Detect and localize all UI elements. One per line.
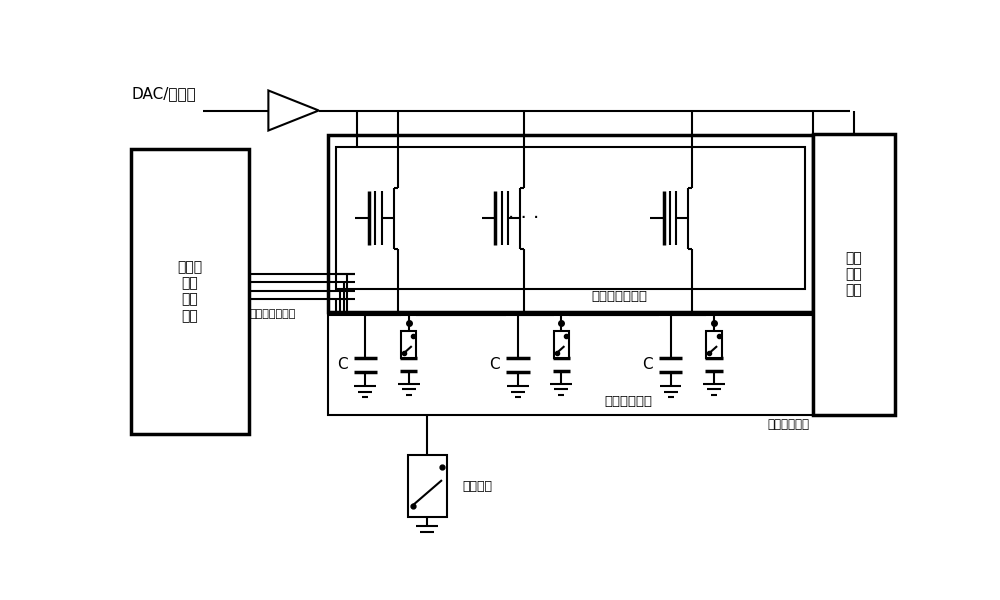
Text: 等比例时间信号: 等比例时间信号 [249,309,295,319]
Text: · · ·: · · · [509,209,540,228]
Text: 等比例
时间
产生
电路: 等比例 时间 产生 电路 [178,260,203,323]
Text: 闪存存储存模块: 闪存存储存模块 [591,290,647,303]
Text: C: C [489,357,500,372]
Bar [131,149,249,434]
Text: 读出
电路
模块: 读出 电路 模块 [846,251,862,298]
Bar [554,331,569,358]
Bar [706,331,722,358]
Text: C: C [337,357,347,372]
Bar [336,146,805,289]
Bar [813,134,895,415]
Bar [408,455,447,517]
Bar [328,135,813,312]
Bar [328,314,813,415]
Text: 计算电容模块: 计算电容模块 [605,395,653,409]
Text: 接地开关: 接地开关 [462,480,492,493]
Text: DAC/传感器: DAC/传感器 [131,86,196,101]
Bar [401,331,416,358]
Text: 计算结果电压: 计算结果电压 [767,419,809,431]
Text: C: C [642,357,653,372]
